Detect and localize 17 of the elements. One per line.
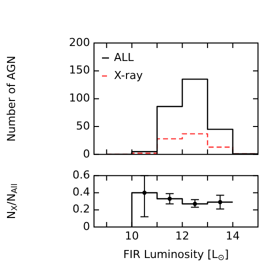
legend-label: X-ray [114, 68, 144, 82]
y-axis-title: Number of AGN [4, 56, 18, 142]
x-tick-label: 12 [175, 229, 190, 242]
x-tick-label: 14 [226, 229, 240, 242]
y-tick-label: 200 [69, 36, 90, 49]
y-tick-label: 0.4 [72, 186, 90, 199]
x-axis-title: FIR Luminosity [L⊙] [123, 248, 229, 262]
y-tick-label: 100 [69, 92, 90, 105]
y-tick-label: 0 [83, 147, 90, 160]
legend-label: ALL [114, 50, 135, 64]
y-axis-title: NX/NAll [4, 184, 20, 220]
y-tick-label: 50 [76, 119, 90, 132]
y-tick-label: 0.6 [72, 168, 90, 182]
y-tick-label: 0.2 [72, 202, 90, 216]
y-tick-label: 150 [69, 64, 90, 77]
x-tick-label: 10 [124, 229, 139, 242]
y-tick-label: 0 [83, 220, 90, 233]
